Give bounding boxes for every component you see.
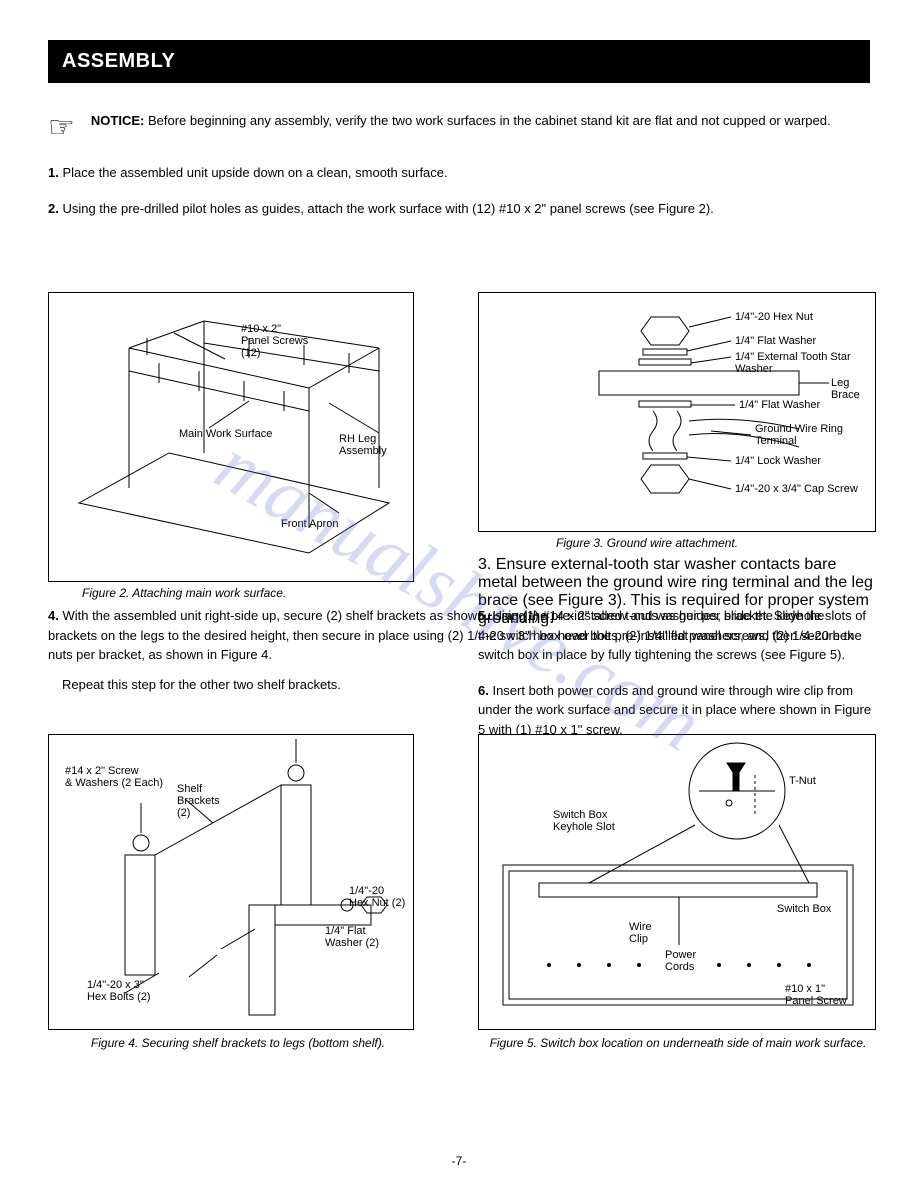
fig5-l-slot: Switch Box Keyhole Slot [553, 809, 615, 833]
fig4-l-sw: #14 x 2" Screw & Washers (2 Each) [65, 765, 163, 789]
fig2-label-screws: #10 x 2" Panel Screws (12) [241, 323, 308, 359]
fig3-l-ring: Ground Wire Ring Terminal [755, 423, 873, 447]
fig3-l-star: 1/4" External Tooth Star Washer [735, 351, 871, 375]
fig5-l-screw: #10 x 1" Panel Screw [785, 983, 847, 1007]
fig2-label-rhleg: RH Leg Assembly [339, 433, 387, 457]
fig4-l-brk: Shelf Brackets (2) [177, 783, 220, 819]
fig3-l-fwbot: 1/4" Flat Washer [739, 399, 820, 411]
figure-4-caption: Figure 4. Securing shelf brackets to leg… [68, 1036, 408, 1050]
pointing-hand-icon: ☞ [48, 113, 75, 143]
fig5-l-tnut: T-Nut [789, 775, 816, 787]
step-6: 6. Insert both power cords and ground wi… [478, 681, 876, 740]
fig3-l-hexnut: 1/4"-20 Hex Nut [735, 311, 813, 323]
fig3-l-brace: Leg Brace [831, 377, 875, 401]
page-number: -7- [452, 1154, 467, 1168]
fig4-l-hb: 1/4"-20 x 3" Hex Bolts (2) [87, 979, 151, 1003]
notice-text: Before beginning any assembly, verify th… [144, 113, 830, 128]
section-title: ASSEMBLY [48, 40, 870, 83]
figure-2-caption: Figure 2. Attaching main work surface. [82, 586, 286, 600]
fig4-l-hn: 1/4"-20 Hex Nut (2) [349, 885, 405, 909]
step-5: 5. Using the pre-installed t-nuts as gui… [478, 606, 876, 665]
notice-label: NOTICE: [91, 113, 144, 128]
intro-notice: NOTICE: Before beginning any assembly, v… [91, 111, 831, 131]
figure-5-caption: Figure 5. Switch box location on underne… [486, 1036, 870, 1050]
figure-3-caption: Figure 3. Ground wire attachment. [556, 536, 738, 550]
fig2-label-surface: Main Work Surface [179, 428, 272, 440]
fig4-l-fw: 1/4" Flat Washer (2) [325, 925, 379, 949]
fig3-l-cap: 1/4"-20 x 3/4" Cap Screw [735, 483, 871, 495]
fig5-l-box: Switch Box [777, 903, 831, 915]
figure-5: Switch Box Keyhole Slot T-Nut Wire Clip … [478, 734, 876, 1030]
step-2: 2. Using the pre-drilled pilot holes as … [48, 199, 870, 219]
figure-2: #10 x 2" Panel Screws (12) Main Work Sur… [48, 292, 414, 582]
fig5-l-clip: Wire Clip [629, 921, 652, 945]
fig3-l-fwtop: 1/4" Flat Washer [735, 335, 816, 347]
figure-4: #14 x 2" Screw & Washers (2 Each) Shelf … [48, 734, 414, 1030]
fig3-l-lw: 1/4" Lock Washer [735, 455, 821, 467]
step-1: 1. Place the assembled unit upside down … [48, 163, 870, 183]
figure-3: 1/4"-20 Hex Nut 1/4" Flat Washer 1/4" Ex… [478, 292, 876, 532]
fig5-l-cords: Power Cords [665, 949, 696, 973]
fig2-label-fapron: Front Apron [281, 518, 338, 530]
